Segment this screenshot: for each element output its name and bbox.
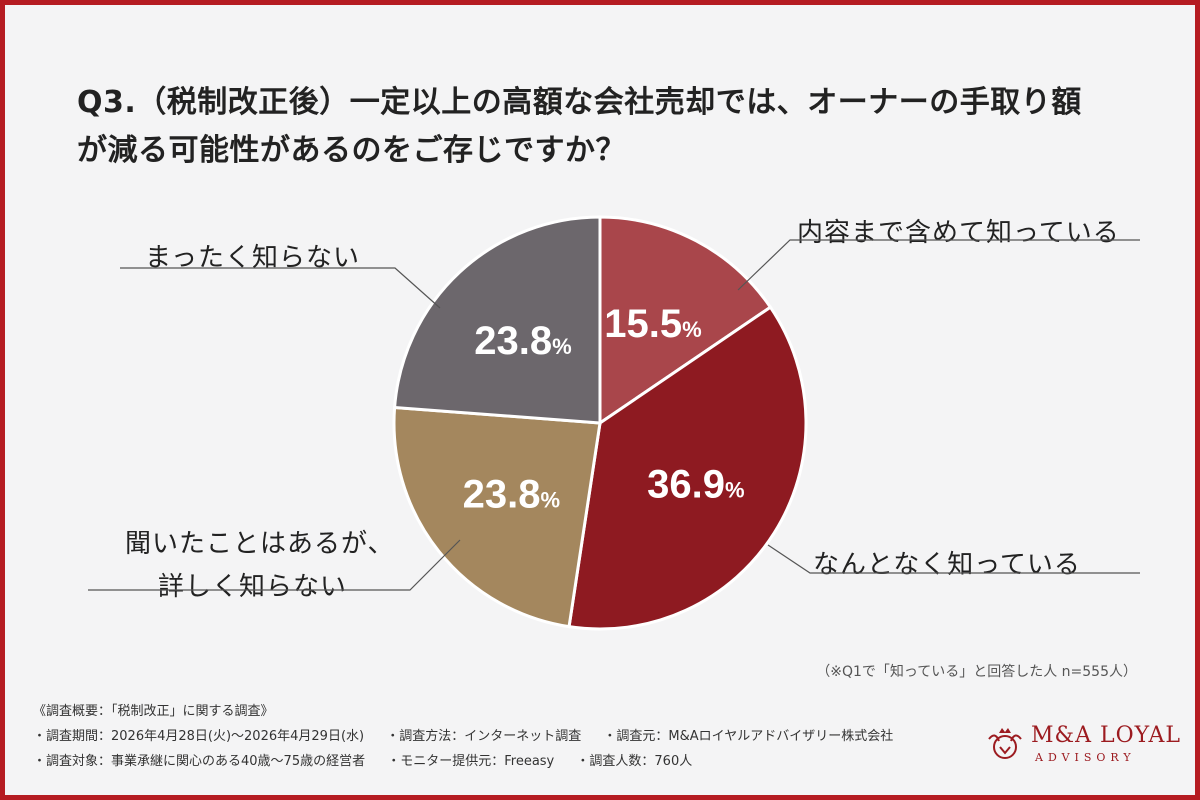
survey-row-2: ・調査対象：事業承継に関心のある40歳〜75歳の経営者 ・モニター提供元：Fre… [33, 749, 911, 774]
data-label-slice-1: 15.5% [604, 302, 701, 346]
label-slice-3-line-2: 詳しく知らない [157, 572, 347, 602]
label-slice-3-line-1: 聞いたことはあるが、 [125, 529, 395, 559]
title-line-2: が減る可能性があるのをご存じですか？ [77, 133, 626, 168]
leader-line-slice-1 [737, 239, 1140, 291]
survey-period: ・調査期間：2026年4月28日(火)〜2026年4月29日(水) [33, 729, 365, 744]
survey-count: ・調査人数：760人 [576, 754, 693, 769]
leader-line-slice-4 [120, 267, 441, 309]
data-label-slice-3: 23.8% [463, 473, 560, 517]
company-logo: M&A LOYAL ADVISORY [985, 719, 1180, 773]
survey-source: ・調査元：M&Aロイヤルアドバイザリー株式会社 [603, 729, 894, 744]
pie-slice-4 [392, 215, 602, 425]
survey-monitor: ・モニター提供元：Freeasy [387, 754, 555, 769]
logo-subtitle: ADVISORY [1035, 751, 1136, 764]
data-label-slice-4: 23.8% [474, 319, 571, 363]
leader-line-slice-3 [88, 539, 461, 591]
pie-slice-3 [392, 405, 602, 629]
title-line-1: Q3.（税制改正後）一定以上の高額な会社売却では、オーナーの手取り額 [77, 85, 1082, 120]
survey-method: ・調査方法：インターネット調査 [386, 729, 582, 744]
leader-line-slice-2 [767, 544, 1140, 574]
pie-slice-1 [598, 215, 773, 426]
survey-summary: 《調査概要：「税制改正」に関する調査》 ・調査期間：2026年4月28日(火)〜… [33, 699, 911, 774]
label-slice-1: 内容まで含めて知っている [797, 218, 1120, 248]
data-label-slice-2: 36.9% [647, 462, 744, 506]
crest-icon [988, 728, 1022, 759]
label-slice-2: なんとなく知っている [813, 550, 1081, 580]
survey-target: ・調査対象：事業承継に関心のある40歳〜75歳の経営者 [33, 754, 366, 769]
question-title: Q3.（税制改正後）一定以上の高額な会社売却では、オーナーの手取り額 が減る可能… [77, 79, 1157, 175]
survey-row-1: ・調査期間：2026年4月28日(火)〜2026年4月29日(水) ・調査方法：… [33, 724, 911, 749]
sample-note: （※Q1で「知っている」と回答した人 n=555人） [816, 664, 1137, 680]
pie-slice-2 [567, 305, 808, 631]
survey-heading: 《調査概要：「税制改正」に関する調査》 [33, 704, 274, 719]
label-slice-3: 聞いたことはあるが、 詳しく知らない [125, 523, 395, 603]
logo-wordmark: M&A LOYAL [1031, 723, 1181, 748]
